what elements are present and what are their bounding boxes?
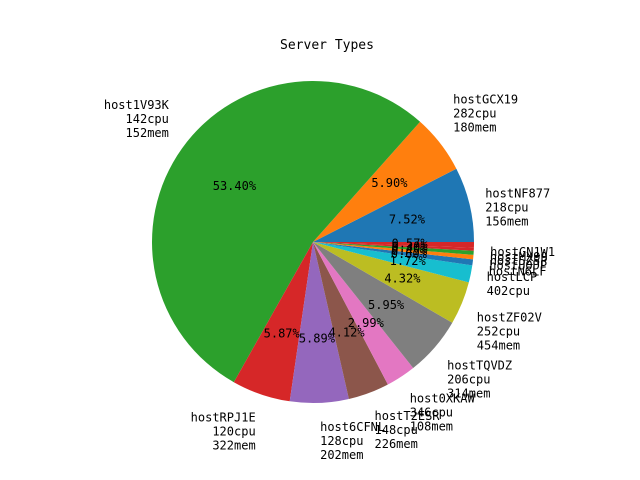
slice-label-line: 218cpu — [485, 201, 528, 215]
slice-label-line: host0XKAW — [410, 391, 476, 405]
slice-label-line: 152mem — [126, 126, 169, 140]
slice-label-line: 156mem — [485, 215, 528, 229]
pie-slice-hostUODP — [313, 242, 474, 260]
pie-slice-hostTQVDZ — [313, 242, 453, 369]
slice-labels: hostNF877 218cpu 156mem hostGCX19 282cpu 180m… — [104, 93, 555, 462]
percent-label: 5.90% — [371, 176, 408, 190]
pie-slice-hostNF877 — [313, 168, 474, 242]
slice-label-line: 322mem — [212, 439, 255, 453]
slice-label-line: hostUODP — [489, 259, 547, 273]
slice-label-line: 180mem — [453, 121, 496, 135]
slice-label-host1V93K: host1V93K 142cpu 152mem — [104, 98, 170, 140]
slice-label-line: host6CFNL — [320, 420, 385, 434]
slice-label-hostTQVDZ: hostTQVDZ 206cpu 314mem — [447, 359, 512, 401]
slice-label-line: 314mem — [447, 387, 490, 401]
slice-label-line: 148cpu — [375, 423, 418, 437]
slice-label-hostT2ESR: hostT2ESR 148cpu 226mem — [375, 409, 441, 451]
slice-label-line: 142cpu — [126, 112, 169, 126]
slice-label-line: hostN6LF — [489, 264, 547, 278]
slice-label-hostLCP: hostLCP 402cpu — [487, 270, 538, 298]
percent-label: 4.32% — [384, 272, 421, 286]
slice-label-line: hostMX99 — [490, 250, 548, 264]
slice-label-line: 402cpu — [487, 284, 530, 298]
slice-label-line: 202mem — [320, 448, 363, 462]
slice-label-line: 346cpu — [410, 405, 453, 419]
percent-labels: 7.52% 5.90% 53.40% 5.87% 5.89%4.12%2.99% 5.95… — [213, 176, 429, 346]
slice-label-line: hostNF877 — [485, 187, 550, 201]
percent-label: 1.72% — [390, 254, 427, 268]
slice-label-hostNF877: hostNF877 218cpu 156mem — [485, 187, 550, 229]
percent-label: 5.95% — [368, 298, 405, 312]
slice-label-host0XKAW: host0XKAW 346cpu 108mem — [410, 391, 476, 433]
slice-label-line: hostT2ESR — [375, 409, 441, 423]
slice-label-line: hostZF02V — [477, 310, 542, 324]
pie-slice-hostGCX19 — [313, 121, 457, 242]
slice-label-hostMX99: hostMX99 — [490, 250, 548, 264]
chart-title: Server Types — [280, 38, 374, 53]
percent-label: 0.45% — [391, 244, 428, 258]
slice-label-line: hostGCX19 — [453, 93, 518, 107]
slice-label-line: hostGN1W1 — [490, 245, 555, 259]
slice-label-line: 206cpu — [447, 373, 490, 387]
slice-label-hostN6LF: hostN6LF — [489, 264, 547, 278]
slice-label-line: host1V93K — [104, 98, 170, 112]
slice-label-line: hostLCP — [487, 270, 538, 284]
pie-slice-hostGN1W1 — [313, 242, 475, 248]
pie-slice-hostLCP — [313, 242, 473, 283]
slice-label-line: hostRPJ1E — [191, 411, 256, 425]
slice-label-line: 108mem — [410, 419, 453, 433]
slice-label-line: 282cpu — [453, 107, 496, 121]
slice-label-host6CFNL: host6CFNL 128cpu 202mem — [320, 420, 385, 462]
slice-label-line: host5Z5P — [490, 254, 548, 268]
pie-slice-hostZF02V — [313, 242, 469, 323]
slice-label-line: 226mem — [375, 437, 418, 451]
slice-label-line: 128cpu — [320, 434, 363, 448]
pie-slice-host1V93K — [152, 81, 421, 383]
percent-label: 53.40% — [213, 179, 257, 193]
pie-slice-hostMX99 — [313, 242, 474, 251]
slice-label-line: hostTQVDZ — [447, 359, 512, 373]
slice-label-line: 252cpu — [477, 324, 520, 338]
slice-label-hostUODP: hostUODP — [489, 259, 547, 273]
pie-slice-host6CFNL — [289, 242, 349, 404]
pie-slice-hostRPJ1E — [233, 242, 313, 402]
percent-label: 7.52% — [389, 212, 426, 226]
slice-label-hostRPJ1E: hostRPJ1E 120cpu 322mem — [191, 411, 256, 453]
percent-label: 0.60% — [391, 247, 428, 261]
percent-label: 2.99% — [348, 316, 385, 330]
percent-label: 0.57% — [392, 237, 429, 251]
percent-label: 4.12% — [328, 326, 365, 340]
pie-slice-host5Z5P — [313, 242, 474, 255]
slice-label-hostZF02V: hostZF02V 252cpu 454mem — [477, 310, 542, 352]
percent-label: 5.87% — [264, 326, 301, 340]
percent-label: 0.40% — [391, 242, 428, 256]
percent-label: 0.30% — [391, 239, 428, 253]
pie-slice-hostN6LF — [313, 242, 474, 266]
slice-label-hostGCX19: hostGCX19 282cpu 180mem — [453, 93, 518, 135]
slice-label-line: 120cpu — [212, 425, 255, 439]
pie-slice-host0XKAW — [313, 242, 414, 385]
slice-label-line: 454mem — [477, 338, 520, 352]
pie-slice-hostT2ESR — [313, 242, 388, 399]
percent-label: 5.89% — [299, 332, 336, 346]
pie-slices — [152, 81, 475, 404]
slice-label-hostGN1W1: hostGN1W1 — [490, 245, 555, 259]
slice-label-host5Z5P: host5Z5P — [490, 254, 548, 268]
